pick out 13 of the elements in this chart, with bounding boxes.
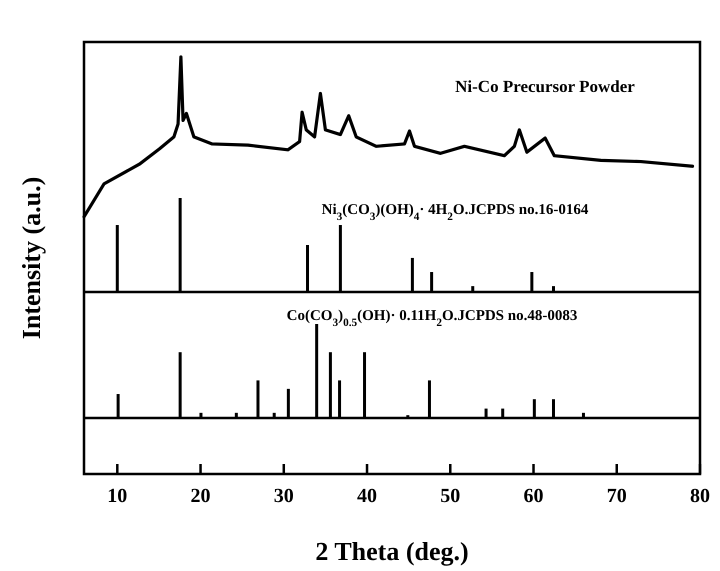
series-label: Co(CO$_{3}$)$_{0.5}$(OH)· 0.11H$_{2}$O.JCPDS no.48-0083 xyxy=(286,308,578,329)
x-tick-label: 70 xyxy=(606,485,627,507)
text: Ni$_{3}$(CO$_{3}$)(OH)$_{4}$· 4H$_{2}$O.JCPDS no.16-0164 xyxy=(322,202,588,223)
x-tick-label: 50 xyxy=(440,485,460,507)
x-tick-label: 10 xyxy=(107,485,128,507)
x-tick-label: 20 xyxy=(190,485,211,507)
x-tick-label: 40 xyxy=(357,485,378,507)
x-axis-title: 2 Theta (deg.) xyxy=(315,537,469,566)
x-tick-label: 80 xyxy=(690,485,710,507)
x-tick-label: 30 xyxy=(274,485,294,507)
text: Ni-Co Precursor Powder xyxy=(455,77,636,96)
x-tick-label: 60 xyxy=(524,485,544,507)
y-axis-title: Intensity (a.u.) xyxy=(17,176,46,340)
